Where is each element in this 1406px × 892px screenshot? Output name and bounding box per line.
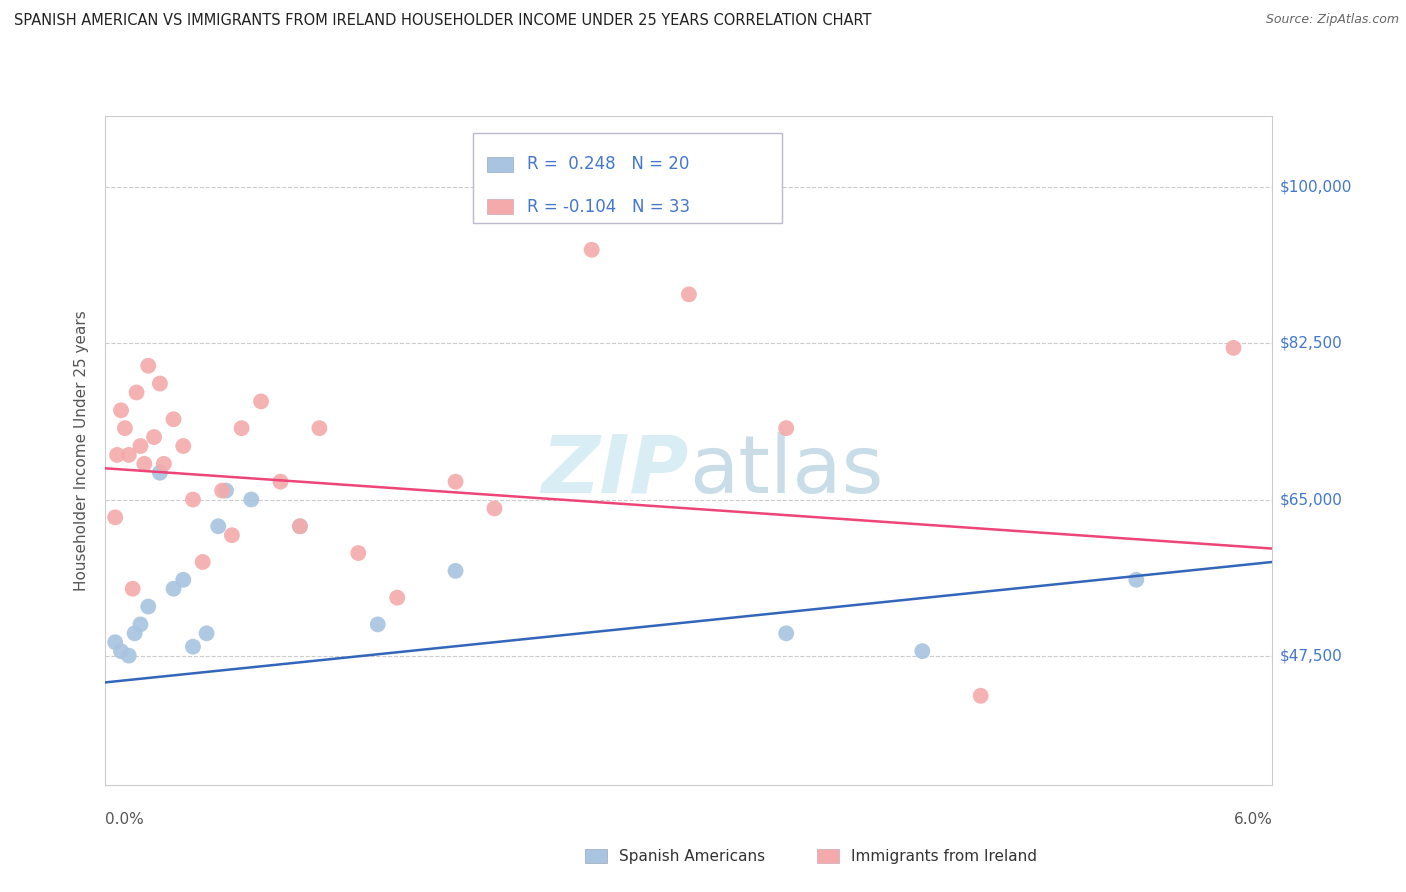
Point — [181, 640, 204, 654]
Point — [149, 376, 172, 391]
Point — [775, 626, 797, 640]
Point — [221, 528, 243, 542]
Point — [240, 492, 263, 507]
Point — [678, 287, 700, 301]
Point — [484, 501, 506, 516]
Point — [288, 519, 311, 533]
Text: ZIP: ZIP — [541, 432, 689, 509]
Y-axis label: Householder Income Under 25 years: Householder Income Under 25 years — [75, 310, 90, 591]
Point — [288, 519, 311, 533]
Point — [969, 689, 991, 703]
FancyBboxPatch shape — [486, 157, 513, 171]
Text: R = -0.104   N = 33: R = -0.104 N = 33 — [527, 198, 690, 216]
Text: SPANISH AMERICAN VS IMMIGRANTS FROM IRELAND HOUSEHOLDER INCOME UNDER 25 YEARS CO: SPANISH AMERICAN VS IMMIGRANTS FROM IREL… — [14, 13, 872, 29]
Point — [347, 546, 370, 560]
Point — [114, 421, 136, 435]
Point — [110, 644, 132, 658]
Point — [136, 599, 159, 614]
Point — [207, 519, 229, 533]
Point — [385, 591, 408, 605]
Point — [1222, 341, 1244, 355]
Point — [250, 394, 273, 409]
Point — [129, 617, 152, 632]
Point — [129, 439, 152, 453]
Text: Spanish Americans: Spanish Americans — [619, 849, 765, 863]
Point — [136, 359, 159, 373]
Text: Source: ZipAtlas.com: Source: ZipAtlas.com — [1265, 13, 1399, 27]
Point — [308, 421, 330, 435]
Point — [775, 421, 797, 435]
Text: $100,000: $100,000 — [1279, 180, 1351, 194]
FancyBboxPatch shape — [486, 200, 513, 214]
Text: 6.0%: 6.0% — [1233, 812, 1272, 827]
Point — [152, 457, 174, 471]
Text: 0.0%: 0.0% — [105, 812, 145, 827]
Text: atlas: atlas — [689, 432, 883, 509]
Point — [118, 448, 141, 462]
Text: $47,500: $47,500 — [1279, 648, 1343, 663]
Point — [444, 475, 467, 489]
Point — [444, 564, 467, 578]
Point — [191, 555, 214, 569]
Point — [143, 430, 166, 444]
Point — [195, 626, 218, 640]
Point — [172, 439, 194, 453]
Point — [911, 644, 934, 658]
Point — [269, 475, 292, 489]
Point — [1125, 573, 1147, 587]
Text: Immigrants from Ireland: Immigrants from Ireland — [851, 849, 1036, 863]
Text: R =  0.248   N = 20: R = 0.248 N = 20 — [527, 155, 689, 173]
Point — [215, 483, 238, 498]
Point — [172, 573, 194, 587]
Point — [104, 510, 127, 524]
Point — [211, 483, 233, 498]
FancyBboxPatch shape — [472, 133, 782, 223]
Point — [162, 582, 184, 596]
Point — [134, 457, 156, 471]
Point — [105, 448, 128, 462]
Point — [231, 421, 253, 435]
Point — [121, 582, 143, 596]
Point — [118, 648, 141, 663]
Point — [581, 243, 603, 257]
Point — [367, 617, 389, 632]
Point — [149, 466, 172, 480]
Text: $65,000: $65,000 — [1279, 492, 1343, 507]
Point — [124, 626, 146, 640]
Point — [181, 492, 204, 507]
Point — [162, 412, 184, 426]
Point — [104, 635, 127, 649]
Text: $82,500: $82,500 — [1279, 336, 1343, 351]
Point — [125, 385, 148, 400]
Point — [110, 403, 132, 417]
